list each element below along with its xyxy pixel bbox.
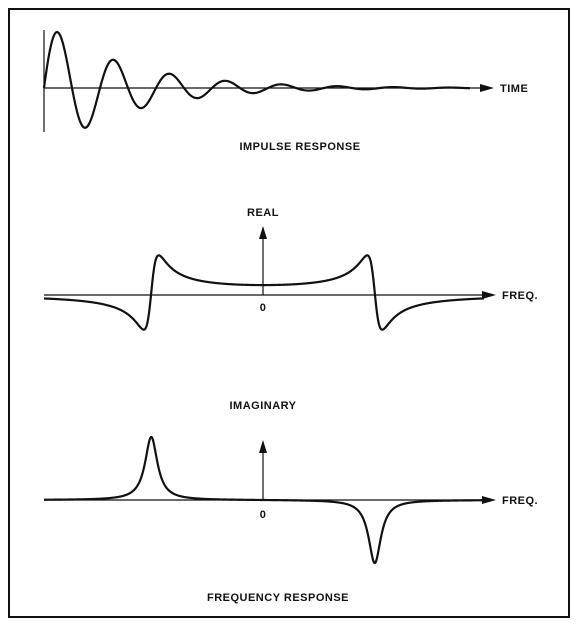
frequency-caption: FREQUENCY RESPONSE [207,592,349,604]
real-curve [43,254,485,331]
imag-curve [43,435,485,565]
imag-origin-label: 0 [260,509,267,521]
real-origin-label: 0 [260,302,267,314]
arrowhead [259,226,267,239]
imag-label: IMAGINARY [229,400,296,412]
arrowhead [259,440,267,453]
frame [8,8,570,618]
impulse-curve [42,30,471,129]
arrowhead [482,291,496,299]
arrowhead [482,496,496,504]
real-label: REAL [247,207,279,219]
impulse-caption: IMPULSE RESPONSE [239,141,360,153]
real-freq-label: FREQ. [502,290,538,302]
time-label: TIME [500,83,528,95]
arrowhead [480,84,494,92]
imag-freq-label: FREQ. [502,495,538,507]
